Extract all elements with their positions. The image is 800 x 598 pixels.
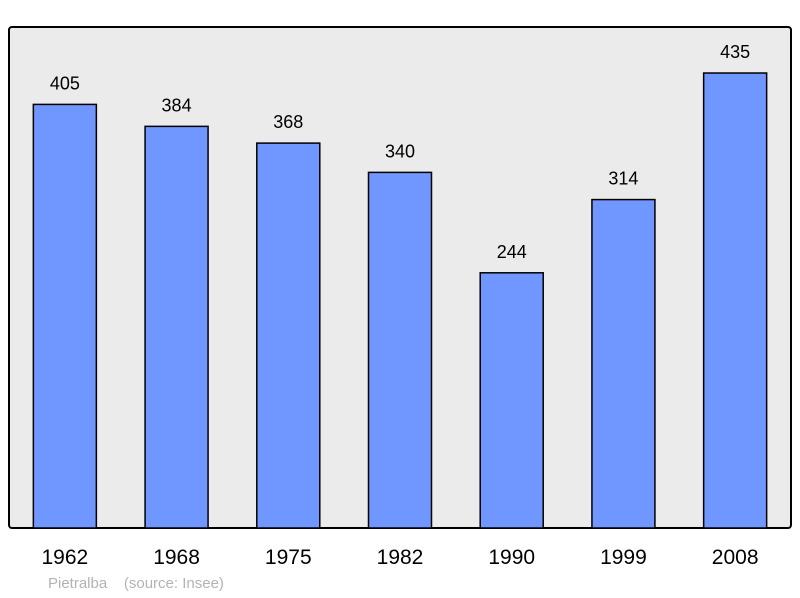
x-tick-label-2008: 2008	[712, 546, 759, 569]
bar-2008	[702, 72, 768, 529]
bar-1982	[367, 171, 433, 529]
x-tick-label-1999: 1999	[600, 546, 647, 569]
place-name: Pietralba	[48, 575, 108, 592]
data-label-1999: 314	[608, 169, 638, 189]
x-tick-label-1990: 1990	[488, 546, 535, 569]
data-label-1962: 405	[50, 73, 80, 93]
source-note: (source: Insee)	[123, 575, 224, 592]
footer: Pietralba (source: Insee)	[48, 575, 224, 592]
data-label-2008: 435	[720, 42, 750, 62]
bar-1962	[32, 103, 98, 529]
x-tick-label-1962: 1962	[41, 546, 88, 569]
bar-1990	[479, 272, 544, 529]
data-label-1990: 244	[497, 242, 527, 262]
data-label-1975: 368	[273, 112, 303, 132]
data-label-1968: 384	[162, 95, 192, 115]
bar-1968	[144, 125, 209, 529]
data-label-1982: 340	[385, 141, 415, 161]
x-tick-label-1982: 1982	[377, 546, 424, 569]
x-tick-label-1975: 1975	[265, 546, 312, 569]
bar-1999	[591, 198, 656, 529]
bar-1975	[256, 142, 321, 529]
x-tick-label-1968: 1968	[153, 546, 200, 569]
